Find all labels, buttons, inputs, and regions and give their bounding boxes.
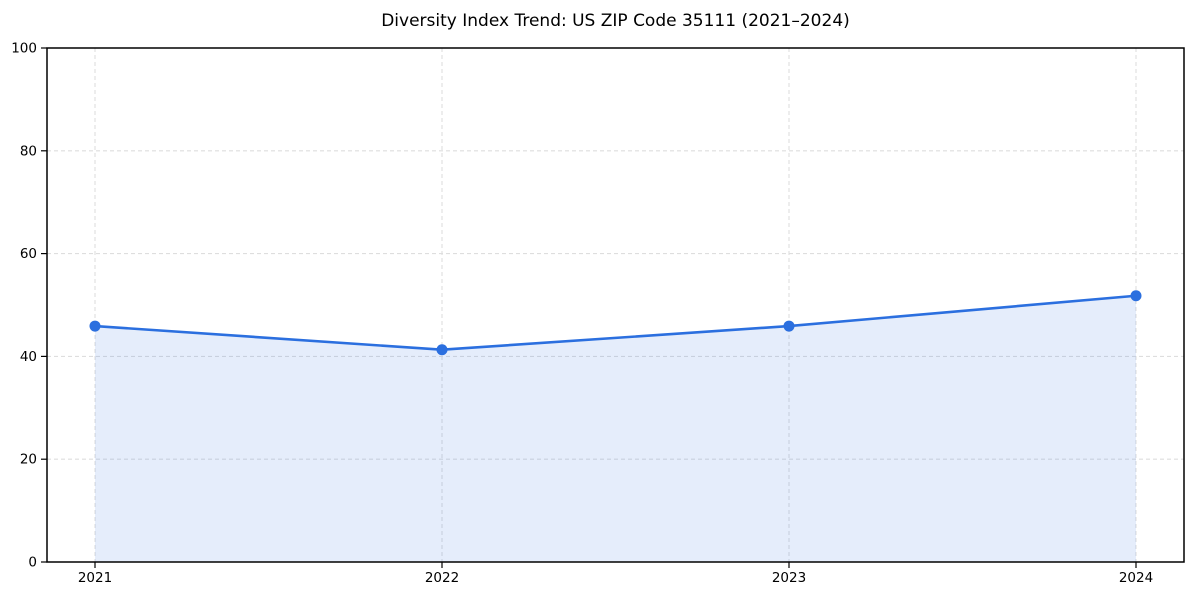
y-tick-label: 0 (28, 555, 37, 571)
y-tick-label: 60 (20, 246, 37, 262)
data-point-marker (89, 320, 101, 332)
x-tick-label: 2024 (1119, 570, 1153, 586)
chart-title: Diversity Index Trend: US ZIP Code 35111… (381, 11, 850, 31)
data-point-marker (436, 344, 448, 356)
data-point-marker (1130, 290, 1142, 302)
area-fill (95, 295, 1136, 562)
x-tick-label: 2023 (772, 570, 806, 586)
trend-line (93, 294, 1138, 352)
y-tick-label: 100 (11, 41, 37, 57)
data-point-marker (783, 320, 795, 332)
x-tick-label: 2022 (425, 570, 459, 586)
x-tick-label: 2021 (78, 570, 112, 586)
y-tick-label: 40 (20, 349, 37, 365)
y-tick-label: 20 (20, 452, 37, 468)
plot-border (46, 47, 1185, 563)
y-tick-label: 80 (20, 143, 37, 159)
